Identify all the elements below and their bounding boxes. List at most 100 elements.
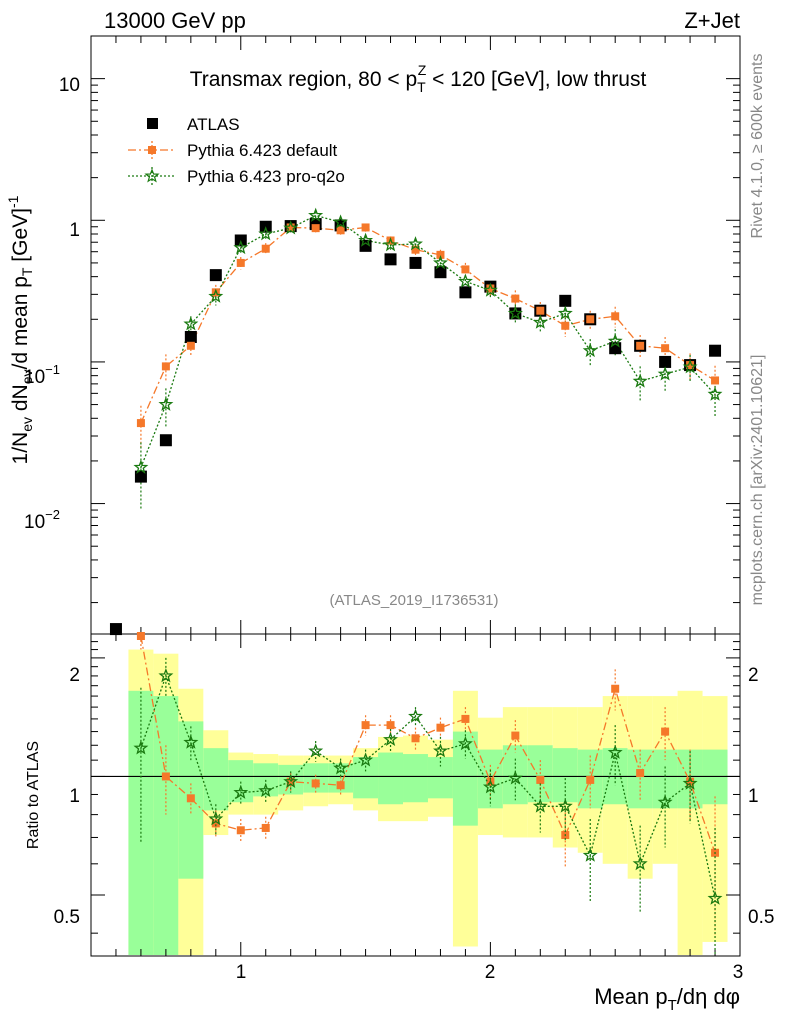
default-ratio-point: [461, 714, 470, 723]
proq2o-ratio-point: [557, 798, 573, 813]
ratio-band-green: [153, 696, 179, 955]
default-ratio-point: [436, 723, 445, 732]
ratio-y-tick-2: 2: [69, 665, 80, 686]
default-point: [436, 250, 445, 259]
default-ratio-point: [186, 794, 195, 803]
atlas-point: [434, 266, 447, 279]
legend-label-atlas: ATLAS: [187, 115, 240, 134]
proq2o-point: [433, 254, 448, 270]
ratio-band-green: [427, 757, 453, 799]
ratio-band-green: [378, 752, 404, 805]
proq2o-point: [408, 236, 423, 251]
default-point: [511, 294, 520, 303]
proq2o-point: [383, 236, 398, 252]
ratio-y-axis-label: Ratio to ATLAS: [25, 741, 42, 849]
proq2o-point: [158, 396, 174, 411]
proq2o-ratio-point: [158, 668, 174, 683]
default-ratio-point: [236, 826, 245, 835]
x-tick-label-3: 3: [733, 962, 744, 983]
default-ratio-point: [611, 684, 620, 693]
default-point: [686, 361, 695, 370]
default-point: [586, 315, 595, 324]
proq2o-ratio-point: [507, 770, 523, 785]
y-axis-label: 1/Nev dNev/d mean pT [GeV]-1: [5, 195, 35, 464]
proq2o-ratio-point: [358, 752, 374, 767]
ratio-band-green: [552, 748, 578, 803]
proq2o-ratio-point: [532, 798, 548, 813]
proq2o-point: [358, 232, 374, 247]
data-markers: [109, 207, 723, 636]
ratio-band-green: [203, 748, 229, 811]
default-point: [211, 288, 220, 297]
proq2o-ratio-point: [707, 890, 723, 905]
header-energy: 13000 GeV pp: [104, 8, 246, 33]
proq2o-point: [283, 220, 299, 235]
proq2o-point: [607, 333, 623, 348]
proq2o-ratio-point: [632, 855, 648, 871]
proq2o-point: [582, 342, 598, 358]
proq2o-point: [532, 314, 548, 329]
proq2o-point: [208, 288, 224, 303]
analysis-watermark: (ATLAS_2019_I1736531): [329, 592, 498, 609]
default-point: [536, 306, 545, 315]
ratio-band-green: [403, 754, 428, 803]
default-ratio-point: [136, 632, 145, 640]
default-point: [236, 258, 245, 267]
ratio-y-tick-0.5-right: 0.5: [748, 907, 774, 928]
default-ratio-point: [536, 775, 545, 784]
proq2o-ratio-point: [457, 735, 473, 751]
rivet-label: Rivet 4.1.0, ≥ 600k events: [749, 54, 766, 239]
default-ratio-point: [411, 734, 420, 743]
proq2o-ratio-point: [208, 811, 224, 826]
proq2o-ratio-line: [140, 673, 716, 899]
proq2o-point: [682, 359, 698, 374]
proq2o-point: [133, 459, 149, 474]
atlas-point: [659, 355, 672, 368]
default-point: [311, 224, 320, 233]
default-ratio-point: [286, 777, 295, 786]
proq2o-point: [333, 214, 349, 229]
default-point: [611, 312, 620, 321]
default-point: [461, 265, 470, 274]
proq2o-point: [183, 316, 199, 331]
atlas-point: [159, 434, 172, 447]
default-point: [286, 223, 295, 232]
proq2o-point: [308, 207, 324, 222]
default-ratio-point: [336, 781, 345, 790]
default-point: [661, 344, 670, 353]
default-ratio-point: [361, 721, 370, 730]
proq2o-ratio-point: [183, 734, 199, 749]
proq2o-ratio-point: [133, 740, 149, 755]
legend-label-proq2o: Pythia 6.423 pro-q2o: [187, 167, 345, 186]
main-axis-ticks: [91, 35, 741, 634]
atlas-point: [134, 470, 147, 483]
atlas-point: [709, 344, 722, 357]
ratio-y-tick-1: 1: [69, 786, 80, 807]
proq2o-ratio-point: [433, 743, 448, 758]
default-ratio-point: [211, 819, 220, 828]
x-tick-label-2: 2: [485, 962, 496, 983]
ratio-band-yellow: [677, 690, 703, 955]
default-point: [186, 341, 195, 350]
default-point: [561, 321, 570, 330]
atlas-point: [409, 256, 422, 269]
default-ratio-point: [311, 779, 320, 788]
legend: ATLAS Pythia 6.423 default Pythia 6.423 …: [128, 115, 345, 186]
proq2o-point: [707, 386, 723, 401]
proq2o-ratio-point: [657, 794, 673, 809]
proq2o-point: [557, 305, 573, 320]
default-point: [161, 362, 170, 371]
proq2o-ratio-point: [383, 731, 398, 746]
default-point: [711, 376, 720, 385]
atlas-point: [109, 623, 122, 636]
ratio-band-green: [128, 690, 154, 955]
proq2o-ratio-point: [333, 760, 349, 775]
ratio-band-green: [228, 760, 254, 803]
atlas-point: [384, 253, 397, 266]
y-tick-label-10: 10: [59, 75, 80, 96]
default-ratio-point: [161, 772, 170, 781]
proq2o-point: [258, 226, 274, 241]
legend-marker-atlas: [147, 118, 158, 129]
default-ratio-point: [511, 731, 520, 740]
